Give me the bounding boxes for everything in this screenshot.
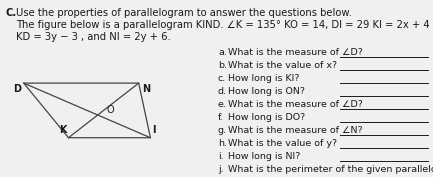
Text: D: D: [13, 84, 21, 94]
Text: KD = 3y − 3 , and NI = 2y + 6.: KD = 3y − 3 , and NI = 2y + 6.: [16, 32, 171, 42]
Text: N: N: [142, 84, 150, 94]
Text: O: O: [107, 105, 114, 115]
Text: What is the measure of ∠N?: What is the measure of ∠N?: [228, 126, 362, 135]
Text: I: I: [152, 125, 156, 135]
Text: i.: i.: [218, 152, 223, 161]
Text: What is the measure of ∠D?: What is the measure of ∠D?: [228, 100, 363, 109]
Text: How long is NI?: How long is NI?: [228, 152, 301, 161]
Text: j.: j.: [218, 165, 223, 174]
Text: C.: C.: [6, 8, 17, 18]
Text: How long is KI?: How long is KI?: [228, 74, 300, 83]
Text: How long is DO?: How long is DO?: [228, 113, 305, 122]
Text: How long is ON?: How long is ON?: [228, 87, 305, 96]
Text: Use the properties of parallelogram to answer the questions below.: Use the properties of parallelogram to a…: [16, 8, 352, 18]
Text: The figure below is a parallelogram KIND. ∠K = 135° KO = 14, DI = 29 KI = 2x + 4: The figure below is a parallelogram KIND…: [16, 20, 433, 30]
Text: What is the measure of ∠D?: What is the measure of ∠D?: [228, 48, 363, 57]
Text: What is the value of y?: What is the value of y?: [228, 139, 337, 148]
Text: e.: e.: [218, 100, 227, 109]
Text: h.: h.: [218, 139, 227, 148]
Text: c.: c.: [218, 74, 226, 83]
Text: g.: g.: [218, 126, 227, 135]
Text: a.: a.: [218, 48, 227, 57]
Text: b.: b.: [218, 61, 227, 70]
Text: d.: d.: [218, 87, 227, 96]
Text: What is the perimeter of the given parallelogram?: What is the perimeter of the given paral…: [228, 165, 433, 174]
Text: f.: f.: [218, 113, 223, 122]
Text: K: K: [59, 125, 67, 135]
Text: What is the value of x?: What is the value of x?: [228, 61, 337, 70]
